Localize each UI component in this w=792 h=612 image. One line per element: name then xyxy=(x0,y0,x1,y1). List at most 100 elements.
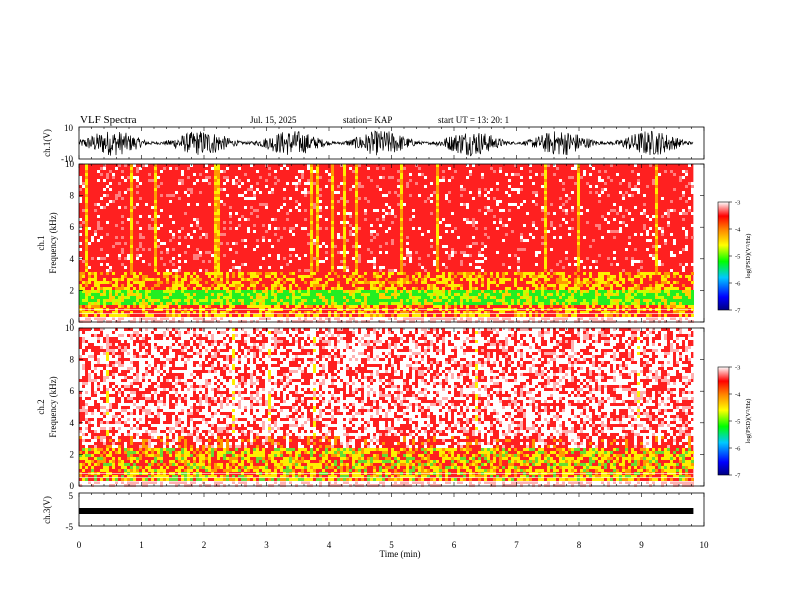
spectrogram-cell xyxy=(85,206,88,209)
spectrogram-cell xyxy=(124,466,127,469)
spectrogram-cell xyxy=(514,314,517,317)
spectrogram-cell xyxy=(580,284,583,287)
spectrogram-cell xyxy=(226,275,229,278)
spectrogram-cell xyxy=(118,376,121,379)
spectrogram-cell xyxy=(169,260,172,263)
spectrogram-cell xyxy=(121,302,124,305)
spectrogram-cell xyxy=(601,311,604,314)
spectrogram-cell xyxy=(79,242,82,245)
spectrogram-cell xyxy=(658,290,661,293)
spectrogram-cell xyxy=(400,194,403,197)
spectrogram-cell xyxy=(466,275,469,278)
spectrogram-cell xyxy=(517,299,520,302)
spectrogram-cell xyxy=(277,209,280,212)
spectrogram-cell xyxy=(232,179,235,182)
spectrogram-cell xyxy=(577,206,580,209)
spectrogram-cell xyxy=(478,311,481,314)
spectrogram-cell xyxy=(91,415,94,418)
spectrogram-cell xyxy=(205,251,208,254)
spectrogram-cell xyxy=(649,293,652,296)
spectrogram-cell xyxy=(88,385,91,388)
spectrogram-cell xyxy=(154,260,157,263)
spectrogram-cell xyxy=(631,287,634,290)
spectrogram-cell xyxy=(382,302,385,305)
spectrogram-cell xyxy=(280,236,283,239)
spectrogram-cell xyxy=(499,281,502,284)
spectrogram-cell xyxy=(130,257,133,260)
spectrogram-cell xyxy=(586,317,589,320)
spectrogram-cell xyxy=(187,284,190,287)
spectrogram-cell xyxy=(235,266,238,269)
spectrogram-cell xyxy=(655,215,658,218)
spectrogram-cell xyxy=(553,302,556,305)
spectrogram-cell xyxy=(124,415,127,418)
spectrogram-cell xyxy=(520,239,523,242)
spectrogram-cell xyxy=(532,290,535,293)
spectrogram-cell xyxy=(655,194,658,197)
spectrogram-cell xyxy=(433,296,436,299)
spectrogram-cell xyxy=(142,317,145,320)
spectrogram-cell xyxy=(385,296,388,299)
spectrogram-cell xyxy=(442,287,445,290)
spectrogram-cell xyxy=(184,260,187,263)
spectrogram-cell xyxy=(439,236,442,239)
spectrogram-cell xyxy=(241,263,244,266)
spectrogram-cell xyxy=(385,302,388,305)
spectrogram-cell xyxy=(130,239,133,242)
spectrogram-cell xyxy=(106,400,109,403)
spectrogram-cell xyxy=(136,203,139,206)
spectrogram-cell xyxy=(148,331,151,334)
spectrogram-cell xyxy=(538,281,541,284)
spectrogram-cell xyxy=(118,445,121,448)
spectrogram-cell xyxy=(331,212,334,215)
spectrogram-cell xyxy=(580,293,583,296)
spectrogram-cell xyxy=(523,314,526,317)
spectrogram-cell xyxy=(436,203,439,206)
spectrogram-cell xyxy=(688,209,691,212)
spectrogram-cell xyxy=(100,236,103,239)
spectrogram-cell xyxy=(391,212,394,215)
spectrogram-cell xyxy=(481,260,484,263)
spectrogram-cell xyxy=(331,305,334,308)
spectrogram-cell xyxy=(373,299,376,302)
spectrogram-cell xyxy=(388,176,391,179)
spectrogram-cell xyxy=(463,275,466,278)
spectrogram-cell xyxy=(79,272,82,275)
spectrogram-cell xyxy=(79,466,82,469)
spectrogram-cell xyxy=(151,299,154,302)
spectrogram-cell xyxy=(604,317,607,320)
spectrogram-cell xyxy=(208,317,211,320)
spectrogram-cell xyxy=(463,311,466,314)
spectrogram-cell xyxy=(100,337,103,340)
spectrogram-cell xyxy=(622,293,625,296)
spectrogram-cell xyxy=(538,296,541,299)
spectrogram-cell xyxy=(406,275,409,278)
spectrogram-cell xyxy=(85,388,88,391)
spectrogram-cell xyxy=(85,415,88,418)
spectrogram-cell xyxy=(466,302,469,305)
spectrogram-cell xyxy=(658,263,661,266)
spectrogram-cell xyxy=(316,164,319,167)
spectrogram-cell xyxy=(466,293,469,296)
spectrogram-cell xyxy=(85,239,88,242)
spectrogram-cell xyxy=(400,239,403,242)
spectrogram-cell xyxy=(229,305,232,308)
spectrogram-cell xyxy=(436,239,439,242)
spectrogram-cell xyxy=(97,290,100,293)
spectrogram-cell xyxy=(331,230,334,233)
spectrogram-cell xyxy=(559,236,562,239)
spectrogram-cell xyxy=(130,367,133,370)
spectrogram-cell xyxy=(271,287,274,290)
spectrogram-cell xyxy=(343,302,346,305)
spectrogram-cell xyxy=(79,182,82,185)
spectrogram-cell xyxy=(199,254,202,257)
spectrogram-cell xyxy=(148,475,151,478)
spectrogram-cell xyxy=(538,317,541,320)
spectrogram-cell xyxy=(217,272,220,275)
spectrogram-cell xyxy=(529,233,532,236)
spectrogram-cell xyxy=(355,257,358,260)
spectrogram-cell xyxy=(130,469,133,472)
spectrogram-cell xyxy=(691,263,694,266)
spectrogram-cell xyxy=(655,227,658,230)
spectrogram-cell xyxy=(82,334,85,337)
